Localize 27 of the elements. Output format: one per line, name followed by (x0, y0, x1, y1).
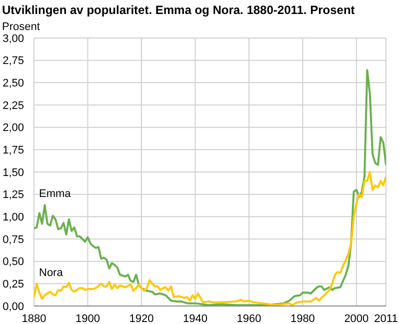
y-tick-label: 2,00 (2, 122, 24, 134)
x-tick-label: 1980 (290, 312, 315, 324)
y-tick-label: 0,75 (2, 234, 24, 246)
x-tick-label: 2011 (374, 312, 398, 324)
x-tick-label: 2000 (344, 312, 369, 324)
series-label: Emma (39, 188, 71, 200)
y-tick-label: 1,00 (2, 212, 24, 224)
y-axis-title: Prosent (2, 21, 40, 33)
x-tick-label: 1940 (182, 312, 208, 324)
y-tick-label: 1,50 (2, 166, 24, 179)
x-tick-label: 1920 (129, 312, 154, 324)
y-tick-label: 2,25 (2, 100, 24, 112)
y-tick-label: 0,50 (2, 256, 24, 268)
series-label: Nora (39, 266, 63, 279)
x-tick-label: 1960 (236, 312, 262, 324)
chart-title: Utviklingen av popularitet. Emma og Nora. 1880-2011. Prosent (2, 3, 355, 17)
line-series (34, 171, 386, 306)
y-tick-label: 2,50 (2, 78, 24, 90)
x-tick-label: 1900 (76, 312, 100, 324)
y-tick-label: 3,00 (2, 32, 24, 45)
y-tick-label: 2,75 (2, 55, 24, 68)
line-series (34, 69, 386, 306)
y-tick-label: 0,25 (2, 278, 24, 291)
y-tick-label: 1,25 (2, 189, 24, 202)
y-tick-label: 0,00 (2, 300, 24, 313)
y-tick-label: 1,75 (2, 144, 24, 157)
x-tick-label: 1880 (22, 312, 46, 324)
